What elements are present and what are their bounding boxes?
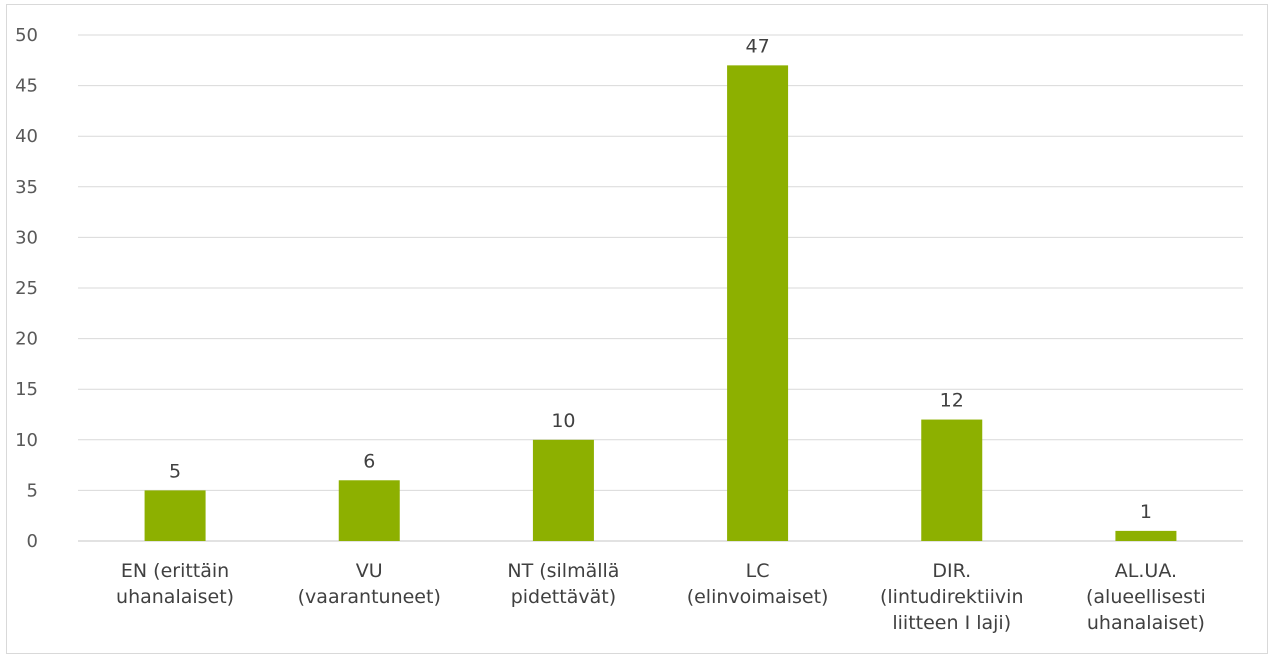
bar xyxy=(921,419,983,541)
y-tick-label: 50 xyxy=(15,25,38,46)
data-label: 5 xyxy=(169,460,181,482)
data-label: 10 xyxy=(551,410,575,432)
bar xyxy=(338,480,400,541)
y-tick-label: 0 xyxy=(27,531,38,552)
y-tick-label: 30 xyxy=(15,227,38,248)
category-label: (alueellisesti xyxy=(1086,586,1206,608)
y-tick-label: 15 xyxy=(15,379,38,400)
bar xyxy=(144,490,206,541)
y-tick-label: 25 xyxy=(15,278,38,299)
data-label: 6 xyxy=(363,450,375,472)
category-label: AL.UA. xyxy=(1115,560,1177,582)
y-tick-label: 20 xyxy=(15,329,38,350)
category-label: LC xyxy=(746,560,770,582)
category-label: VU xyxy=(356,560,383,582)
category-label: pidettävät) xyxy=(511,586,616,608)
category-label: DIR. xyxy=(932,560,971,582)
bar xyxy=(1115,530,1177,541)
data-label: 47 xyxy=(745,35,769,57)
category-label: (lintudirektiivin xyxy=(880,586,1024,608)
category-label: (vaarantuneet) xyxy=(298,586,441,608)
bar xyxy=(532,439,594,541)
data-label: 12 xyxy=(940,390,964,412)
category-label: EN (erittäin xyxy=(121,560,229,582)
category-label: (elinvoimaiset) xyxy=(687,586,829,608)
data-label: 1 xyxy=(1140,501,1152,523)
category-label: uhanalaiset) xyxy=(116,586,234,608)
y-tick-label: 45 xyxy=(15,76,38,97)
bar xyxy=(727,65,789,542)
category-label: uhanalaiset) xyxy=(1087,612,1205,634)
chart-frame xyxy=(6,4,1268,654)
y-tick-label: 40 xyxy=(15,126,38,147)
y-tick-label: 35 xyxy=(15,177,38,198)
category-label: NT (silmällä xyxy=(507,560,619,582)
y-tick-label: 10 xyxy=(15,430,38,451)
y-tick-label: 5 xyxy=(27,480,38,501)
category-label: liitteen I laji) xyxy=(892,612,1011,634)
